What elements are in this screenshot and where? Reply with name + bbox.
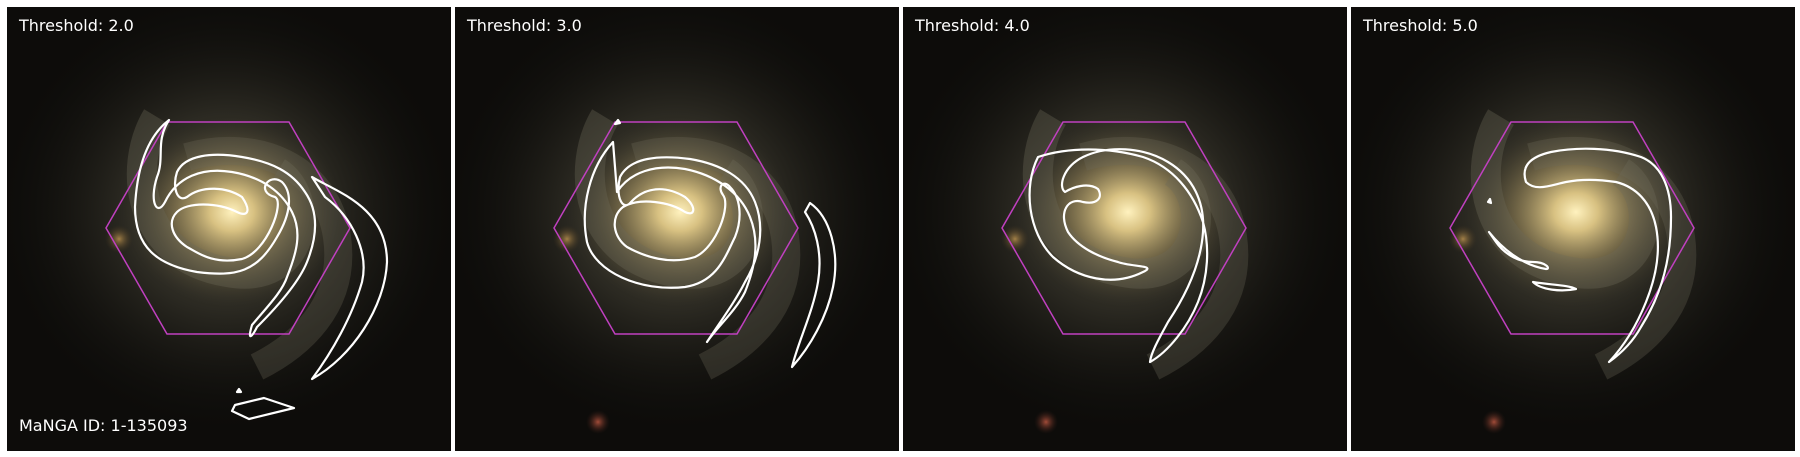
ifu-hexagon bbox=[1001, 121, 1247, 335]
galaxy-image bbox=[7, 7, 451, 451]
ifu-hexagon bbox=[553, 121, 799, 335]
arm-contours bbox=[1486, 147, 1673, 364]
galaxy-panel-1: Threshold: 2.0 MaNGA ID: 1-135093 bbox=[7, 7, 451, 451]
galaxy-image bbox=[903, 7, 1347, 451]
threshold-label: Threshold: 5.0 bbox=[1363, 16, 1478, 35]
arm-contours bbox=[583, 118, 837, 369]
ifu-hexagon bbox=[1449, 121, 1695, 335]
galaxy-image bbox=[1351, 7, 1795, 451]
galaxy-panel-3: Threshold: 4.0 bbox=[903, 7, 1347, 451]
arm-contours bbox=[1028, 148, 1209, 364]
galaxy-panel-4: Threshold: 5.0 bbox=[1351, 7, 1795, 451]
threshold-label: Threshold: 4.0 bbox=[915, 16, 1030, 35]
arm-contours bbox=[133, 118, 389, 421]
galaxy-panel-2: Threshold: 3.0 bbox=[455, 7, 899, 451]
galaxy-image bbox=[455, 7, 899, 451]
threshold-label: Threshold: 2.0 bbox=[19, 16, 134, 35]
threshold-label: Threshold: 3.0 bbox=[467, 16, 582, 35]
ifu-hexagon bbox=[105, 121, 351, 335]
manga-id-label: MaNGA ID: 1-135093 bbox=[19, 416, 188, 435]
